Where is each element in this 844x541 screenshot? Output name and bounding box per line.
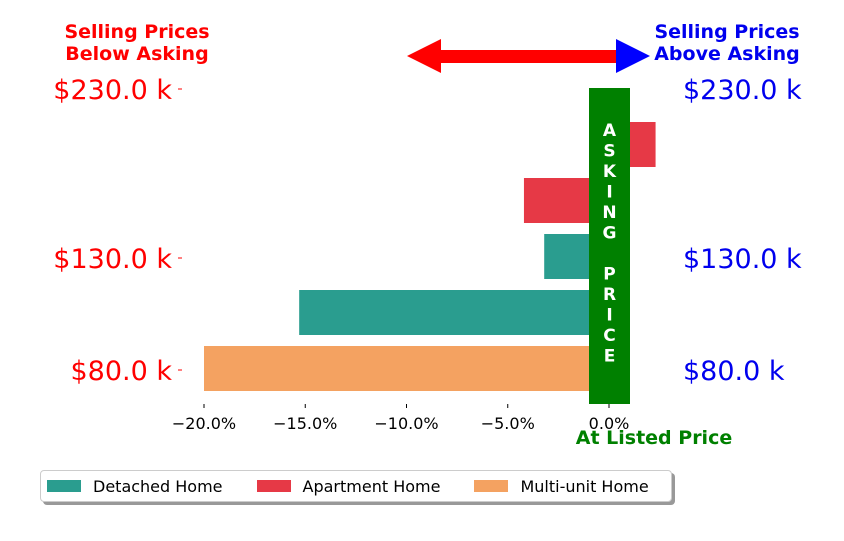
legend-swatch bbox=[47, 480, 81, 492]
asking-price-letter: I bbox=[606, 306, 612, 326]
x-axis: −20.0% −15.0% −10.0% −5.0% 0.0% bbox=[172, 404, 629, 433]
above-asking-line2: Above Asking bbox=[654, 43, 800, 65]
y-tick-label-left: $230.0 k bbox=[53, 75, 172, 106]
at-listed-price-label: At Listed Price bbox=[575, 427, 733, 449]
y-tick-label-left: $130.0 k bbox=[53, 244, 172, 275]
asking-price-letter: I bbox=[606, 183, 612, 203]
arrow-shaft bbox=[436, 50, 622, 63]
x-tick-label: −10.0% bbox=[374, 414, 438, 433]
bars-layer bbox=[204, 122, 656, 391]
bar-detached-home bbox=[299, 290, 609, 335]
below-asking-header: Selling Prices Below Asking bbox=[42, 21, 232, 65]
x-tick-label: −5.0% bbox=[481, 414, 535, 433]
legend-label: Apartment Home bbox=[302, 476, 441, 496]
legend-swatch bbox=[474, 480, 509, 492]
asking-price-letter: P bbox=[603, 265, 615, 285]
arrow-head-right bbox=[616, 39, 650, 73]
asking-price-letter: S bbox=[603, 142, 615, 162]
direction-arrow bbox=[407, 39, 650, 73]
legend-item: Multi-unit Home bbox=[474, 476, 649, 496]
asking-price-letter: A bbox=[603, 121, 617, 141]
below-asking-line2: Below Asking bbox=[65, 43, 209, 65]
below-asking-line1: Selling Prices bbox=[64, 21, 210, 43]
asking-price-bar bbox=[589, 88, 630, 404]
legend-label: Multi-unit Home bbox=[520, 476, 649, 496]
x-tick-label: −20.0% bbox=[172, 414, 236, 433]
legend-item: Apartment Home bbox=[256, 476, 441, 496]
asking-price-letter: G bbox=[603, 224, 617, 244]
asking-price-letter: C bbox=[603, 326, 615, 346]
arrow-head-left bbox=[407, 39, 441, 73]
x-tick-label: 0.0% bbox=[589, 414, 630, 433]
y-tick-label-right: $80.0 k bbox=[683, 356, 785, 387]
y-tick-label-right: $230.0 k bbox=[683, 75, 802, 106]
y-axis: $230.0 k $130.0 k $80.0 k $230.0 k $130.0 k $… bbox=[53, 75, 802, 387]
y-tick-label-right: $130.0 k bbox=[683, 244, 802, 275]
above-asking-header: Selling Prices Above Asking bbox=[632, 21, 822, 65]
asking-price-letter: N bbox=[602, 203, 616, 223]
legend-item: Detached Home bbox=[47, 477, 223, 496]
y-tick-label-left: $80.0 k bbox=[70, 356, 172, 387]
asking-price-letter: R bbox=[603, 285, 616, 305]
above-asking-line1: Selling Prices bbox=[654, 21, 800, 43]
bar-multi-unit-home bbox=[204, 346, 609, 391]
asking-price-letter: E bbox=[604, 347, 616, 367]
legend-swatch bbox=[256, 480, 291, 492]
asking-price-letter: K bbox=[603, 162, 617, 182]
x-tick-label: −15.0% bbox=[273, 414, 337, 433]
legend-label: Detached Home bbox=[93, 476, 223, 496]
legend: Detached Home Apartment Home Multi-unit Ho… bbox=[40, 470, 672, 502]
